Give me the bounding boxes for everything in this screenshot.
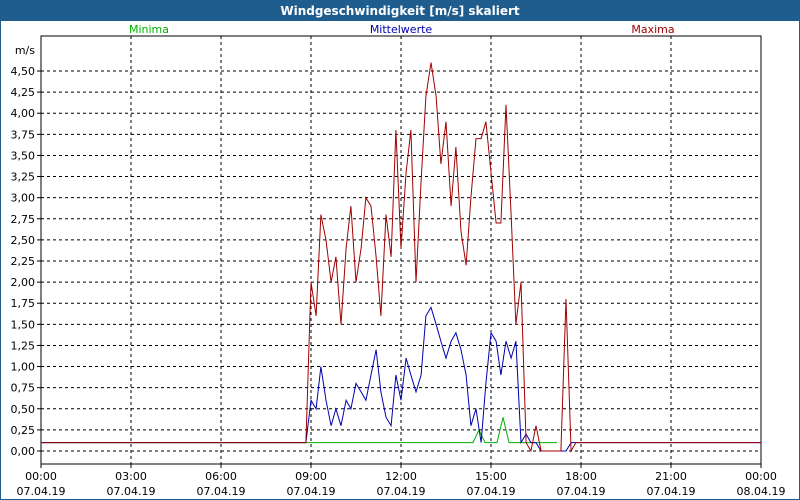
y-tick-label: 3,50 xyxy=(11,149,36,162)
x-tick-time: 21:00 xyxy=(655,470,687,483)
y-tick-label: 4,50 xyxy=(11,65,36,78)
y-axis-label: m/s xyxy=(15,44,35,57)
y-tick-label: 2,00 xyxy=(11,276,36,289)
x-tick-time: 15:00 xyxy=(475,470,507,483)
y-tick-label: 0,50 xyxy=(11,403,36,416)
y-tick-label: 1,00 xyxy=(11,361,36,374)
x-tick-date: 07.04.19 xyxy=(287,485,336,498)
legend-mittelwerte: Mittelwerte xyxy=(370,23,433,36)
x-tick-time: 09:00 xyxy=(295,470,327,483)
y-tick-label: 0,75 xyxy=(11,382,36,395)
x-tick-date: 07.04.19 xyxy=(17,485,66,498)
series-line-maxima xyxy=(41,62,761,453)
y-tick-label: 2,50 xyxy=(11,234,36,247)
y-tick-label: 2,25 xyxy=(11,255,36,268)
x-tick-date: 07.04.19 xyxy=(647,485,696,498)
x-tick-date: 07.04.19 xyxy=(557,485,606,498)
y-tick-label: 4,25 xyxy=(11,86,36,99)
x-tick-time: 12:00 xyxy=(385,470,417,483)
y-tick-label: 3,25 xyxy=(11,171,36,184)
legend-minima: Minima xyxy=(129,23,169,36)
y-tick-label: 2,75 xyxy=(11,213,36,226)
x-tick-time: 18:00 xyxy=(565,470,597,483)
x-tick-time: 03:00 xyxy=(115,470,147,483)
y-tick-label: 0,00 xyxy=(11,445,36,458)
x-tick-date: 07.04.19 xyxy=(467,485,516,498)
x-tick-date: 07.04.19 xyxy=(377,485,426,498)
series-line-mittelwerte xyxy=(41,306,761,452)
x-tick-date: 07.04.19 xyxy=(197,485,246,498)
y-tick-label: 3,75 xyxy=(11,128,36,141)
y-tick-label: 0,25 xyxy=(11,424,36,437)
y-tick-label: 1,50 xyxy=(11,318,36,331)
x-tick-time: 00:00 xyxy=(25,470,57,483)
x-tick-date: 07.04.19 xyxy=(107,485,156,498)
y-tick-label: 3,00 xyxy=(11,192,36,205)
y-tick-label: 1,25 xyxy=(11,339,36,352)
x-tick-time: 06:00 xyxy=(205,470,237,483)
x-tick-time: 00:00 xyxy=(745,470,777,483)
series-line-minima xyxy=(41,417,557,444)
y-tick-label: 1,75 xyxy=(11,297,36,310)
x-tick-date: 08.04.19 xyxy=(737,485,786,498)
legend-maxima: Maxima xyxy=(631,23,674,36)
y-tick-label: 4,00 xyxy=(11,107,36,120)
chart-title: Windgeschwindigkeit [m/s] skaliert xyxy=(1,1,799,21)
chart-svg: 0,00 0,25 0,50 0,75 1,00 1,25 1,50 1,75 2,00 2,25… xyxy=(11,23,786,498)
